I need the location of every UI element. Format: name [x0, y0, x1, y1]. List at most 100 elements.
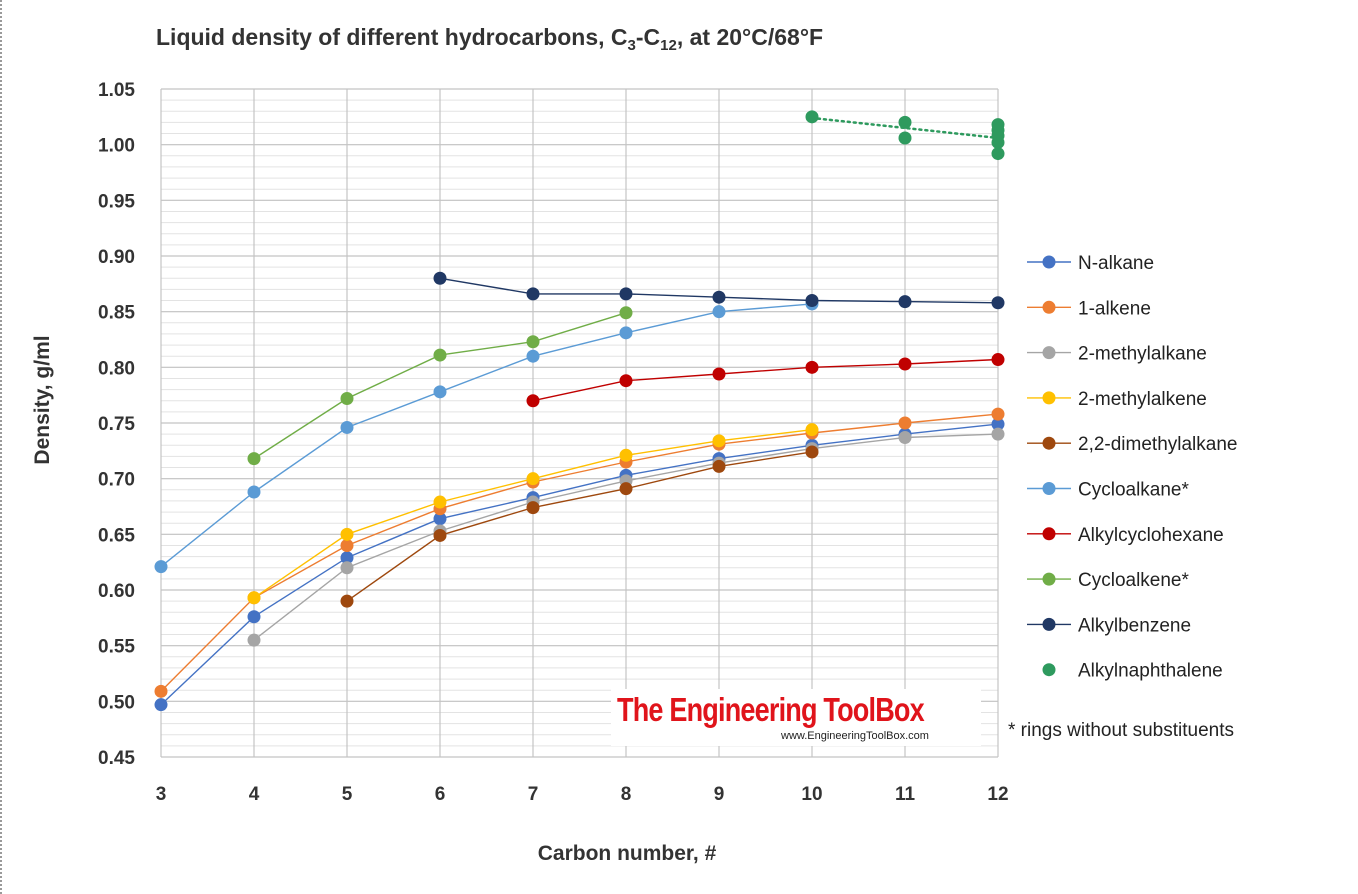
- series-cycloalkane: [154, 297, 819, 574]
- x-tick-label: 8: [621, 784, 632, 805]
- data-point: [805, 423, 819, 437]
- data-point: [433, 348, 447, 362]
- legend-item: 2,2-dimethylalkane: [1027, 434, 1237, 455]
- y-tick-label: 1.00: [98, 136, 135, 157]
- x-axis-label: Carbon number, #: [538, 842, 717, 865]
- data-point: [712, 434, 726, 448]
- axis-tick-labels: 0.45 0.50 0.55 0.60 0.65 0.70 0.75 0.80 0.85 0.90…: [98, 80, 1009, 805]
- legend-marker: [1042, 436, 1056, 450]
- data-point: [619, 448, 633, 462]
- legend-marker: [1042, 300, 1056, 314]
- data-point: [991, 135, 1005, 149]
- series-alkylbenzene: [433, 271, 1005, 310]
- x-tick-label: 9: [714, 784, 725, 805]
- data-point: [805, 110, 819, 124]
- data-point: [247, 633, 261, 647]
- trend-line: [810, 116, 1000, 140]
- series-alkylcyclohexane: [526, 353, 1005, 408]
- legend-marker: [1042, 255, 1056, 269]
- y-tick-label: 0.55: [98, 637, 135, 658]
- legend-label: 2,2-dimethylalkane: [1078, 434, 1237, 455]
- data-point: [991, 407, 1005, 421]
- series-line: [160, 423, 999, 706]
- data-point: [898, 430, 912, 444]
- y-tick-label: 0.75: [98, 414, 135, 435]
- data-point: [991, 147, 1005, 161]
- x-tick-label: 6: [435, 784, 446, 805]
- legend-label: 1-alkene: [1078, 298, 1151, 319]
- legend-label: Alkylcyclohexane: [1078, 525, 1224, 546]
- y-tick-label: 0.60: [98, 581, 135, 602]
- series-n-alkane: [154, 417, 1005, 712]
- legend-label: Alkylnaphthalene: [1078, 661, 1223, 682]
- grid-lines: [160, 88, 999, 758]
- y-tick-label: 1.05: [98, 80, 135, 101]
- y-tick-label: 0.50: [98, 692, 135, 713]
- data-point: [805, 294, 819, 308]
- data-point: [247, 591, 261, 605]
- data-point: [433, 528, 447, 542]
- legend-marker: [1042, 346, 1056, 360]
- data-point: [526, 287, 540, 301]
- data-point: [898, 115, 912, 129]
- data-point: [991, 427, 1005, 441]
- watermark-url: www.EngineeringToolBox.com: [781, 730, 929, 742]
- legend-label: 2-methylalkane: [1078, 344, 1207, 365]
- data-point: [619, 374, 633, 388]
- y-tick-label: 0.80: [98, 358, 135, 379]
- data-point: [526, 335, 540, 349]
- data-point: [712, 459, 726, 473]
- series-alkylnaphthalene: [805, 110, 1005, 161]
- data-point: [619, 287, 633, 301]
- legend-label: Alkylbenzene: [1078, 615, 1191, 636]
- legend-item: 2-methylalkane: [1027, 344, 1207, 365]
- series-layer: [154, 110, 1005, 712]
- data-point: [898, 416, 912, 430]
- series-line: [160, 413, 999, 692]
- y-tick-label: 0.85: [98, 303, 135, 324]
- y-tick-label: 0.70: [98, 470, 135, 491]
- data-point: [619, 326, 633, 340]
- x-tick-label: 11: [895, 784, 916, 805]
- data-point: [991, 353, 1005, 367]
- legend-item: N-alkane: [1027, 253, 1154, 274]
- x-tick-label: 5: [342, 784, 353, 805]
- legend-item: 2-methylalkene: [1027, 389, 1207, 410]
- legend-label: Cycloalkene*: [1078, 570, 1189, 591]
- x-tick-label: 4: [249, 784, 260, 805]
- x-tick-label: 12: [987, 784, 1008, 805]
- legend-item: Alkylcyclohexane: [1027, 525, 1224, 546]
- data-point: [154, 684, 168, 698]
- data-point: [526, 394, 540, 408]
- data-point: [154, 698, 168, 712]
- data-point: [526, 472, 540, 486]
- legend-marker: [1042, 482, 1056, 495]
- y-axis-label: Density, g/ml: [31, 335, 54, 464]
- data-point: [712, 305, 726, 319]
- data-point: [340, 420, 354, 434]
- data-point: [433, 385, 447, 399]
- data-point: [991, 417, 1005, 431]
- data-point: [340, 594, 354, 608]
- series-line: [160, 303, 813, 568]
- data-point: [247, 452, 261, 466]
- x-tick-label: 3: [156, 784, 167, 805]
- watermark-title: The Engineering ToolBox: [617, 691, 925, 728]
- legend-item: Cycloalkene*: [1027, 570, 1189, 591]
- y-tick-label: 0.45: [98, 748, 135, 769]
- series-2-methylalkene: [247, 423, 819, 605]
- data-point: [898, 295, 912, 309]
- legend-item: 1-alkene: [1027, 298, 1151, 319]
- data-point: [805, 445, 819, 459]
- data-point: [619, 482, 633, 496]
- series-line: [346, 451, 813, 602]
- data-point: [433, 512, 447, 526]
- y-tick-label: 0.95: [98, 191, 135, 212]
- data-point: [898, 131, 912, 145]
- data-point: [340, 551, 354, 565]
- data-point: [526, 501, 540, 515]
- legend-item: Alkylbenzene: [1027, 615, 1191, 636]
- legend-label: 2-methylalkene: [1078, 389, 1207, 410]
